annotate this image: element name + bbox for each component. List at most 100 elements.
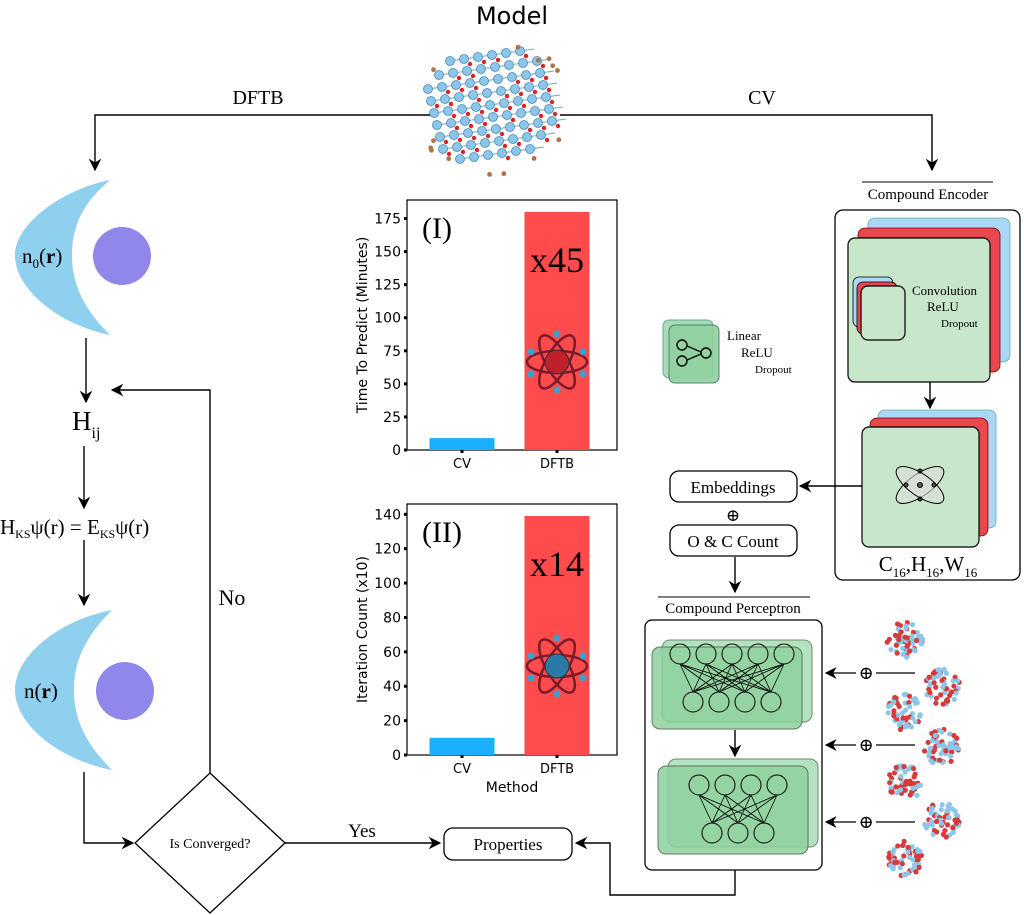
atom-dot — [538, 113, 544, 119]
relu-label: ReLU — [927, 299, 959, 314]
atom-dot — [456, 75, 462, 81]
neuron — [669, 643, 691, 665]
atom-dot — [541, 125, 547, 131]
atom-dot — [431, 138, 436, 144]
atom-dot — [499, 98, 509, 108]
atom-dot — [549, 99, 555, 105]
encoder-output-shape: C16,H16,W16 — [879, 552, 978, 580]
y-tick-label: 100 — [374, 576, 401, 592]
atom-dot — [505, 122, 515, 132]
atom-dot — [527, 94, 537, 104]
neuron — [721, 643, 743, 665]
atom-dot — [532, 89, 538, 95]
atom-dot — [479, 109, 485, 115]
legend-dropout: Dropout — [755, 364, 792, 376]
concat-icon: ⊕ — [858, 812, 873, 832]
bar-cv — [429, 737, 495, 755]
atom-dot — [501, 171, 507, 177]
nucleus-circle — [96, 662, 154, 720]
atom-dot — [524, 82, 534, 92]
atom-dot — [546, 56, 552, 62]
atom-dot — [543, 75, 549, 81]
atom-dot — [482, 88, 492, 98]
perceptron-to-properties-arrow — [574, 836, 736, 896]
compound-structure-image — [887, 763, 924, 798]
model-structure-image — [423, 44, 567, 177]
atom-dot — [523, 53, 529, 59]
atom-dot — [452, 142, 462, 152]
encoder-output-stack — [861, 409, 997, 548]
dftb-branch-label: DFTB — [232, 87, 283, 109]
updated-density-crescent — [15, 610, 112, 770]
neuron — [753, 822, 775, 844]
atom-dot — [547, 116, 557, 126]
compound-inputs: ⊕ ⊕ ⊕ — [824, 620, 962, 879]
atom-dot — [434, 103, 440, 109]
atom-dot — [476, 97, 482, 103]
atom-dot — [470, 73, 476, 79]
y-tick-label: 50 — [383, 377, 401, 393]
neural-node-icon — [676, 339, 712, 367]
y-tick-label: 100 — [374, 311, 401, 327]
atom-icon — [525, 330, 589, 394]
dense-layer — [651, 646, 803, 730]
atom-dot — [443, 139, 449, 145]
neuron — [760, 691, 782, 713]
atom-dot — [511, 146, 521, 156]
no-loop-arrow — [110, 383, 211, 773]
neuron — [740, 774, 762, 796]
atom-dot — [487, 50, 497, 60]
y-tick-label: 20 — [383, 714, 401, 730]
ratio-annotation: x14 — [530, 544, 584, 584]
atom-dot — [454, 125, 460, 131]
neuron — [734, 691, 756, 713]
compound-structure-image — [922, 801, 962, 840]
x-tick-label: CV — [453, 762, 471, 777]
atom-dot — [522, 132, 532, 142]
atom-dot — [426, 96, 436, 106]
atom-dot — [530, 106, 540, 116]
neuron — [708, 691, 730, 713]
atom-dot — [465, 111, 471, 117]
arrow — [83, 772, 135, 850]
atom-dot — [508, 134, 518, 144]
compound-structure-image — [884, 620, 926, 660]
atom-dot — [482, 121, 488, 127]
atom-dot — [465, 78, 475, 88]
legend-linear: Linear — [727, 328, 762, 343]
atom-dot — [507, 72, 517, 82]
neuron — [688, 774, 710, 796]
atom-dot — [556, 137, 562, 143]
atom-dot — [518, 91, 524, 97]
y-tick-label: 0 — [392, 443, 401, 459]
atom-dot — [505, 155, 511, 161]
perceptron-layers — [651, 639, 819, 855]
atom-dot — [494, 136, 504, 146]
atom-dot — [451, 80, 461, 90]
atom-dot — [423, 84, 433, 94]
atom-dot — [460, 149, 466, 155]
dropout-label: Dropout — [941, 318, 978, 330]
atom-dot — [496, 86, 506, 96]
atom-dot — [449, 130, 459, 140]
atom-dot — [462, 66, 472, 76]
atom-dot — [529, 77, 535, 83]
compound-structure-image — [923, 666, 962, 707]
properties-label: Properties — [474, 835, 543, 854]
atom-dot — [438, 144, 448, 154]
no-label: No — [219, 585, 246, 610]
atom-dot — [516, 141, 522, 147]
atom-dot — [504, 60, 514, 70]
neuron — [714, 774, 736, 796]
properties-box — [443, 827, 573, 861]
atom-dot — [493, 74, 503, 84]
atom-dot — [490, 62, 500, 72]
compound-structure-image — [886, 838, 925, 879]
concat-icon: ⊕ — [858, 663, 873, 683]
y-tick-label: 150 — [374, 245, 401, 261]
y-tick-label: 125 — [374, 278, 401, 294]
atom-dot — [448, 68, 458, 78]
encoder-title: Compound Encoder — [868, 187, 988, 203]
atom-dot — [487, 171, 492, 177]
